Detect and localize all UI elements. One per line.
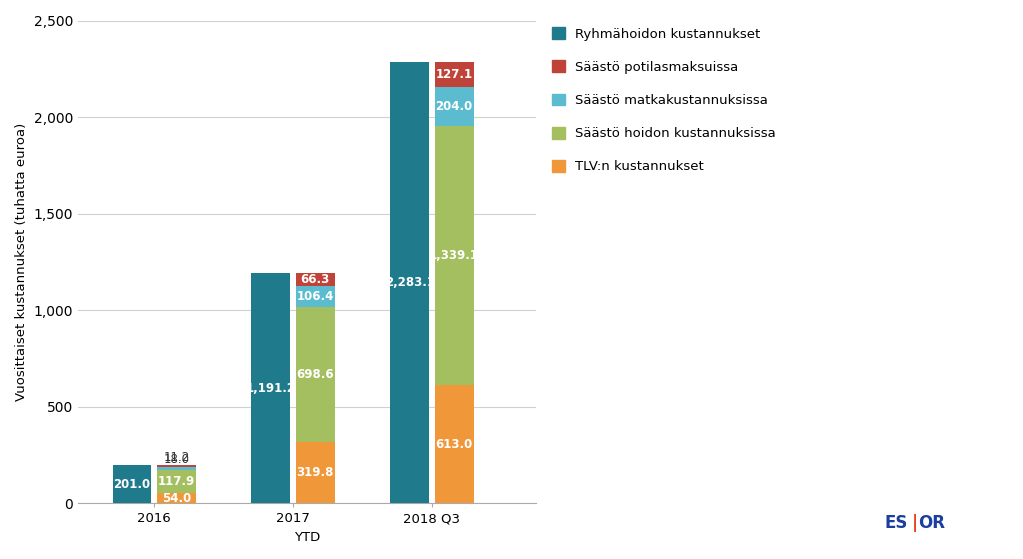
Text: 1,339.1: 1,339.1 (429, 249, 479, 262)
Text: 66.3: 66.3 (301, 273, 329, 286)
Text: 201.0: 201.0 (114, 477, 150, 490)
Bar (435, 63, 474, 87)
Bar (158, 493, 195, 504)
Text: 54.0: 54.0 (162, 492, 191, 505)
Text: 204.0: 204.0 (436, 100, 473, 113)
Bar (296, 273, 335, 286)
Text: 127.1: 127.1 (436, 68, 473, 81)
Bar (296, 442, 335, 504)
Text: 18.0: 18.0 (164, 453, 189, 466)
Text: 2,283.1: 2,283.1 (385, 276, 435, 290)
Text: |: | (911, 514, 918, 532)
Bar (158, 470, 195, 493)
Bar (435, 87, 474, 126)
Legend: Ryhmähoidon kustannukset, Säästö potilasmaksuissa, Säästö matkakustannuksissa, S: Ryhmähoidon kustannukset, Säästö potilas… (551, 27, 776, 173)
Y-axis label: Vuosittaiset kustannukset (tuhatta euroa): Vuosittaiset kustannukset (tuhatta euroa… (15, 123, 28, 401)
Text: OR: OR (918, 514, 944, 532)
Bar (435, 126, 474, 385)
Text: 106.4: 106.4 (297, 290, 333, 303)
Text: 1,191.2: 1,191.2 (246, 382, 296, 395)
X-axis label: YTD: YTD (294, 531, 320, 544)
Text: ES: ES (885, 514, 908, 532)
Bar (113, 465, 151, 504)
Bar (252, 273, 291, 504)
Bar (296, 307, 335, 442)
Text: 319.8: 319.8 (297, 466, 333, 479)
Bar (158, 467, 195, 470)
Text: 11.2: 11.2 (164, 451, 189, 463)
Bar (435, 385, 474, 504)
Bar (158, 465, 195, 467)
Text: 117.9: 117.9 (158, 475, 195, 488)
Bar (390, 63, 429, 504)
Text: 698.6: 698.6 (297, 368, 335, 381)
Text: 613.0: 613.0 (436, 438, 473, 451)
Bar (296, 286, 335, 307)
